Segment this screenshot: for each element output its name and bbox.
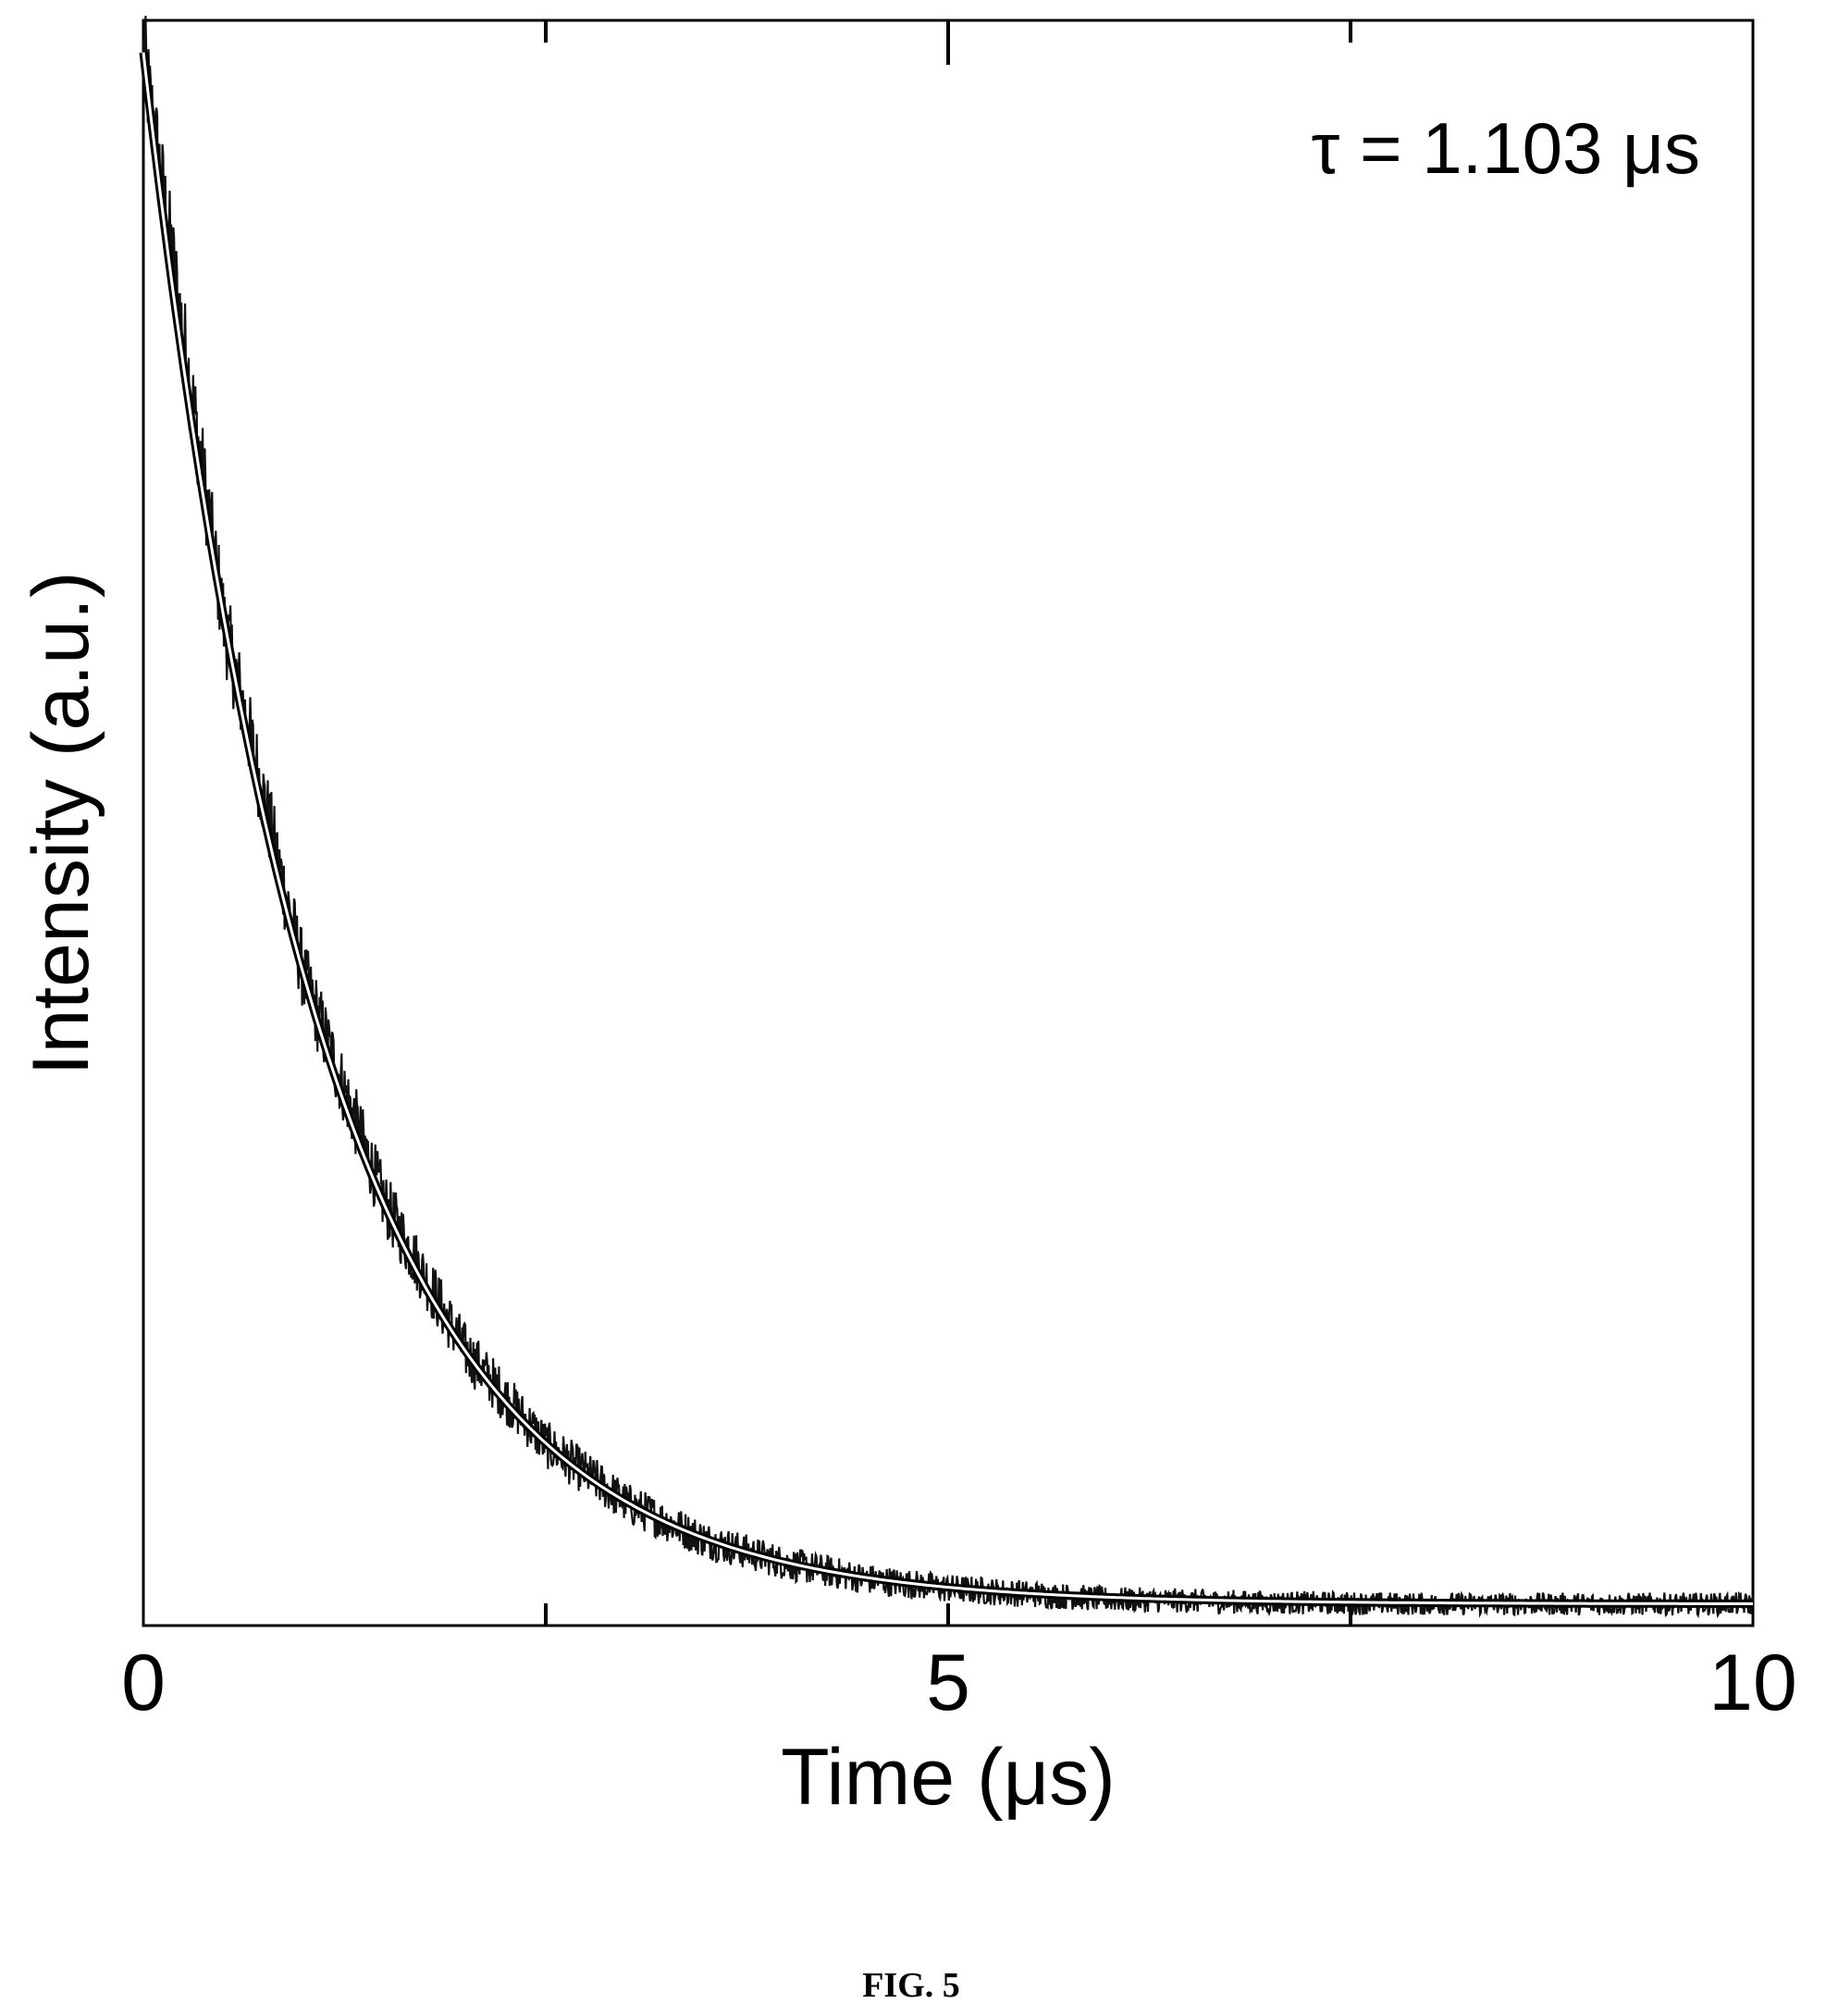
x-tick-label: 0 xyxy=(121,1639,166,1727)
tau-annotation: τ = 1.103 μs xyxy=(1311,107,1700,189)
plot-area xyxy=(139,16,1755,1627)
fit-curve-outline xyxy=(139,52,1754,1608)
x-tick-labels: 0 5 10 xyxy=(121,1639,1797,1727)
y-axis-label: Intensity (a.u.) xyxy=(17,572,105,1076)
measured-decay-trace xyxy=(142,16,1755,1619)
exponential-fit-curve xyxy=(142,52,1754,1605)
figure-caption: FIG. 5 xyxy=(862,1966,960,2005)
plot-frame xyxy=(142,19,1755,1627)
series-layer xyxy=(139,16,1755,1619)
axis-ticks xyxy=(544,20,1352,1626)
x-tick-label: 10 xyxy=(1709,1639,1797,1727)
x-axis-label: Time (μs) xyxy=(781,1733,1116,1822)
x-tick-label: 5 xyxy=(926,1639,970,1727)
